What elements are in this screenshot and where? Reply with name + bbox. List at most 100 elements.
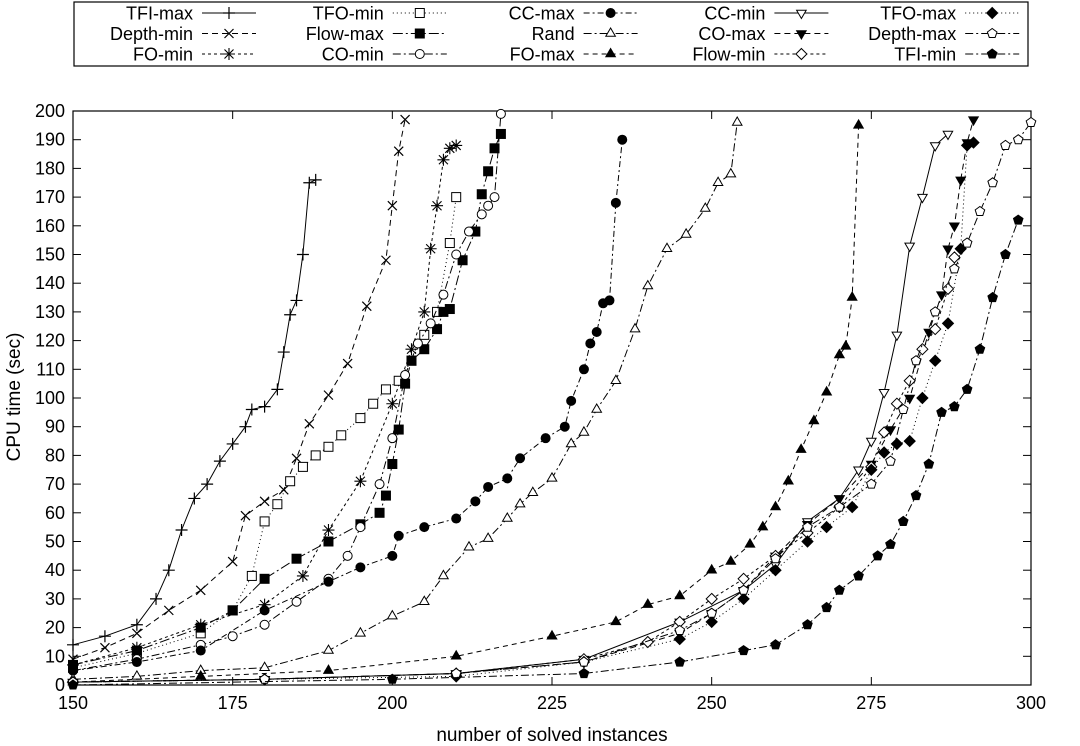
data-point: [296, 248, 309, 261]
data-point: [929, 306, 941, 317]
data-point: [877, 446, 891, 459]
data-point: [680, 227, 692, 238]
data-point: [342, 550, 353, 561]
data-point: [738, 644, 749, 656]
data-point: [259, 605, 270, 616]
data-point: [418, 595, 430, 605]
series-cc-max: [68, 134, 628, 676]
y-tick-label: 110: [36, 359, 65, 379]
data-point: [489, 192, 500, 203]
data-point: [578, 667, 590, 679]
data-point: [890, 437, 904, 451]
data-point: [852, 118, 865, 129]
plot-frame: [72, 110, 1032, 686]
data-point: [629, 322, 641, 333]
y-tick-label: 200: [35, 101, 65, 121]
data-point: [974, 205, 986, 216]
data-point: [322, 664, 335, 674]
x-tick-label: 275: [856, 693, 886, 713]
series-line-co-max: [72, 119, 974, 683]
data-point: [495, 108, 506, 119]
data-point: [259, 496, 270, 507]
y-tick-label: 10: [45, 646, 65, 666]
series-line-tfo-min: [72, 197, 457, 669]
data-point: [393, 530, 404, 541]
series-line-rand: [72, 122, 738, 680]
data-point: [323, 390, 334, 401]
legend-label: FO-max: [510, 45, 575, 65]
legend-item-tfo-max: TFO-max: [880, 4, 1020, 24]
y-tick-label: 140: [35, 273, 65, 293]
data-point: [1025, 116, 1037, 127]
y-tick-label: 40: [45, 560, 65, 580]
data-point: [309, 173, 322, 186]
data-point: [974, 343, 986, 354]
legend-marker: [986, 27, 998, 38]
legend-marker: [985, 6, 999, 20]
series-line-fo-min: [72, 144, 457, 666]
data-point: [296, 569, 309, 582]
data-point: [585, 338, 596, 349]
legend-marker: [605, 8, 616, 18]
legend-marker: [604, 27, 617, 37]
data-point: [604, 295, 615, 306]
legend-label: CO-min: [322, 45, 384, 65]
data-point: [866, 478, 877, 489]
data-point: [354, 626, 367, 637]
data-point: [297, 461, 308, 472]
data-point: [737, 572, 750, 586]
data-point: [961, 237, 973, 248]
legend-item-co-min: CO-min: [322, 45, 447, 65]
series-tfi-min: [67, 214, 1024, 690]
data-point: [400, 370, 411, 381]
legend-item-tfo-min: TFO-min: [313, 4, 447, 24]
series-line-depth-max: [72, 122, 1032, 683]
data-point: [310, 450, 321, 461]
x-tick-label: 150: [58, 693, 88, 713]
data-point: [540, 433, 551, 444]
data-point: [131, 645, 142, 656]
legend-marker: [223, 7, 235, 19]
data-point: [591, 326, 602, 337]
legend-marker: [223, 48, 235, 60]
data-point: [610, 615, 622, 626]
data-point: [419, 522, 430, 533]
legend-item-depth-min: Depth-min: [110, 24, 256, 44]
data-point: [744, 537, 756, 548]
data-point: [432, 324, 443, 335]
legend-label: TFI-max: [126, 4, 193, 24]
series-line-depth-min: [72, 119, 406, 660]
y-tick-label: 60: [45, 503, 65, 523]
data-point: [527, 486, 539, 496]
data-point: [271, 383, 284, 396]
series-layer: [66, 108, 1037, 690]
data-point: [546, 629, 558, 640]
y-tick-label: 120: [35, 331, 65, 351]
data-point: [150, 592, 163, 605]
data-point: [100, 642, 110, 653]
data-point: [444, 238, 455, 249]
data-point: [928, 354, 942, 367]
data-point: [406, 355, 417, 366]
data-point: [272, 499, 283, 510]
data-point: [405, 343, 418, 356]
data-point: [546, 471, 558, 482]
data-point: [450, 667, 462, 679]
y-tick-label: 90: [45, 417, 65, 437]
legend-item-flow-min: Flow-min: [692, 45, 829, 65]
data-point: [929, 142, 941, 152]
axes: 0 10 20 30 40 50 60 70 80 90 100 110 120 130 140 150 160…: [35, 101, 1046, 713]
data-point: [438, 289, 449, 300]
y-tick-label: 0: [55, 675, 65, 695]
y-tick-label: 160: [35, 216, 65, 236]
data-point: [495, 128, 506, 139]
legend-label: TFI-min: [894, 45, 956, 65]
series-cc-min: [67, 130, 954, 689]
legend-item-cc-max: CC-max: [509, 4, 638, 24]
data-point: [387, 459, 398, 470]
legend-label: Flow-min: [692, 45, 765, 65]
legend-label: CC-max: [509, 4, 575, 24]
data-point: [699, 202, 711, 212]
data-point: [290, 294, 303, 307]
